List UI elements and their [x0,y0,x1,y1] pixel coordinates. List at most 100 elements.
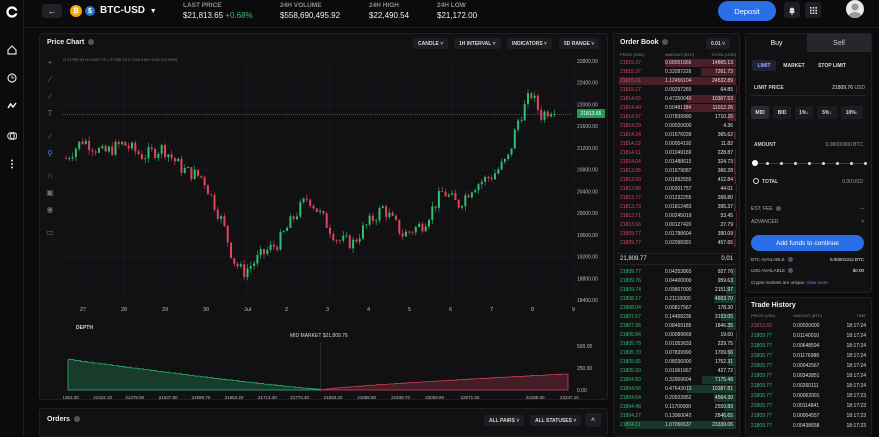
bid-row[interactable]: 21808.04 0.00817567 178.30 [617,304,736,312]
ask-row[interactable]: 21814.40 0.50481184 11012.26 [617,104,736,112]
slider-handle[interactable] [752,160,758,166]
home-icon[interactable] [6,44,18,56]
bid-row[interactable]: 21807.06 0.08469185 1846.35 [617,322,736,330]
ask-row[interactable]: 21809.77 0.02098391 457.65 [617,239,736,247]
candlestick-chart[interactable]: 22800.00 22400.00 22000.00 21600.00 21200.00… [63,55,606,315]
ask-row[interactable]: 21814.22 0.00054192 11.82 [617,140,736,148]
logo-icon[interactable] [6,6,18,18]
ask-row[interactable]: 21814.04 0.01488615 324.73 [617,158,736,166]
ask-row[interactable]: 21813.71 0.00245019 53.45 [617,212,736,220]
ask-row[interactable]: 21813.95 0.01679087 366.28 [617,167,736,175]
ask-row[interactable]: 21813.66 0.00127420 27.79 [617,221,736,229]
total-field[interactable]: TOTAL 0.00 USD [750,175,867,189]
buy-tab[interactable]: Buy [746,34,807,52]
candle-body [253,263,256,267]
bid-row[interactable]: 21804.27 0.13060042 2846.65 [617,412,736,420]
clock-icon[interactable] [6,72,18,84]
pair-selector[interactable]: BTC-USD ▼ [100,5,157,16]
more-icon[interactable] [6,158,18,170]
candle-button[interactable]: CANDLE ˅ [413,38,449,49]
total: 427.72 [717,368,733,374]
trendline-icon[interactable]: ∕ [49,74,51,84]
bid-row[interactable]: 21804.83 0.32909604 7175.48 [617,376,736,384]
candle-body [305,198,308,200]
price: 21808.04 [620,305,641,311]
quick-mid-button[interactable]: MID [751,106,769,119]
chevron-down-icon: ˅ [492,40,496,47]
trade-row: 21809.77 0.00042567 18:17:24 [745,362,872,370]
magnet-icon[interactable]: ∩ [47,170,53,180]
bid-row[interactable]: 21807.67 0.14458236 3153.05 [617,313,736,321]
earn-icon[interactable] [6,130,18,142]
channel-icon[interactable]: ∕ [49,91,51,101]
ask-row[interactable]: 21814.37 0.07839990 1710.26 [617,113,736,121]
ask-row[interactable]: 21813.73 0.01812483 395.37 [617,203,736,211]
bid-row[interactable]: 21809.77 0.04253865 927.76 [617,268,736,276]
ask-row[interactable]: 21815.37 0.33287226 7261.73 [617,68,736,76]
ask-row[interactable]: 21814.29 0.00020000 4.36 [617,122,736,130]
ask-row[interactable]: 21814.11 0.01049189 228.87 [617,149,736,157]
ask-row[interactable]: 21815.37 0.68051666 14865.13 [617,59,736,67]
ask-row[interactable]: 21814.55 0.47250640 10307.53 [617,95,736,103]
order-type-stop-limit[interactable]: STOP LIMIT [818,62,846,69]
all-pairs-select[interactable]: ALL PAIRS ˅ [484,415,525,426]
zoom-icon[interactable]: ⚲ [47,148,53,158]
text-tool-icon[interactable]: T [47,108,53,118]
avatar[interactable] [846,0,864,18]
crosshair-icon[interactable]: + [47,57,53,67]
ask-row[interactable]: 21813.93 0.01892555 412.84 [617,176,736,184]
quick-10pct-button[interactable]: 10%↓ [841,106,863,119]
ask-row[interactable]: 21815.27 0.00297265 64.85 [617,86,736,94]
advanced-toggle[interactable]: ADVANCED ˅ [751,219,866,227]
bid-row[interactable]: 21804.54 0.20923952 4564.30 [617,394,736,402]
view-more-link[interactable]: View more [806,280,828,285]
eye-icon[interactable]: ◉ [46,204,54,214]
amount-field[interactable]: AMOUNT 0.00000000 BTC [750,138,867,152]
sell-tab[interactable]: Sell [807,34,871,52]
bid-row[interactable]: 21805.65 0.08036000 1752.31 [617,358,736,366]
order-type-limit[interactable]: LIMIT [752,60,776,71]
ask-row[interactable]: 21815.31 1.12456104 24532.89 [617,77,736,85]
range-button[interactable]: 5D RANGE ˅ [559,38,600,49]
quick-5pct-button[interactable]: 5%↓ [817,106,837,119]
order-type-market[interactable]: MARKET [783,62,805,69]
ask-row[interactable]: 21813.77 0.01232255 268.80 [617,194,736,202]
depth-x-tick: 21478.90 [125,395,144,400]
interval-button[interactable]: 1H INTERVAL ˅ [454,38,501,49]
bid-row[interactable]: 21804.11 1.07050637 23339.06 [617,421,736,429]
ask-row[interactable]: 21809.77 0.01788604 390.09 [617,230,736,238]
trash-icon[interactable]: ▭ [46,227,54,237]
candle-body [289,216,292,228]
deposit-button[interactable]: Deposit [718,1,776,21]
bid-row[interactable]: 21805.60 0.01961667 427.72 [617,367,736,375]
apps-button[interactable] [805,2,821,18]
add-funds-button[interactable]: Add funds to continue [751,235,864,251]
ruler-icon[interactable]: ∕ [49,131,51,141]
collapse-orders-button[interactable]: ˄ [585,413,601,427]
bid-row[interactable]: 21809.74 0.09867000 2151.97 [617,286,736,294]
bid-row[interactable]: 21805.78 0.01053633 229.75 [617,340,736,348]
ask-row[interactable]: 21814.24 0.01676039 365.62 [617,131,736,139]
total-radio[interactable] [753,178,759,184]
bid-row[interactable]: 21808.17 0.21110000 4603.70 [617,295,736,303]
bid-row[interactable]: 21805.70 0.07839990 1709.56 [617,349,736,357]
trade-icon[interactable] [6,100,18,112]
quick-1pct-button[interactable]: 1%↓ [795,106,813,119]
bid-row[interactable]: 21809.76 0.04400000 959.63 [617,277,736,285]
quick-bid-button[interactable]: BID [773,106,791,119]
amount-slider[interactable] [752,160,867,166]
depth-bar [731,277,736,285]
indicators-button[interactable]: INDICATORS ˅ [507,38,552,49]
bid-row[interactable]: 21804.56 0.47643013 10387.81 [617,385,736,393]
limit-price-field[interactable]: LIMIT PRICE 21809.76 USD [750,80,867,96]
bid-row[interactable]: 21804.48 0.11700000 2550.89 [617,403,736,411]
all-statuses-select[interactable]: ALL STATUSES ˅ [530,415,582,426]
back-button[interactable]: ← [42,4,62,18]
precision-select[interactable]: 0.01 ˅ [706,38,731,49]
candle-body [536,95,539,110]
bid-row[interactable]: 21806.84 0.00089669 19.60 [617,331,736,339]
lock-icon[interactable]: ▣ [46,187,54,197]
notifications-button[interactable] [784,2,800,18]
chevron-down-icon: ˅ [440,40,444,47]
ask-row[interactable]: 21813.86 0.00201757 44.01 [617,185,736,193]
